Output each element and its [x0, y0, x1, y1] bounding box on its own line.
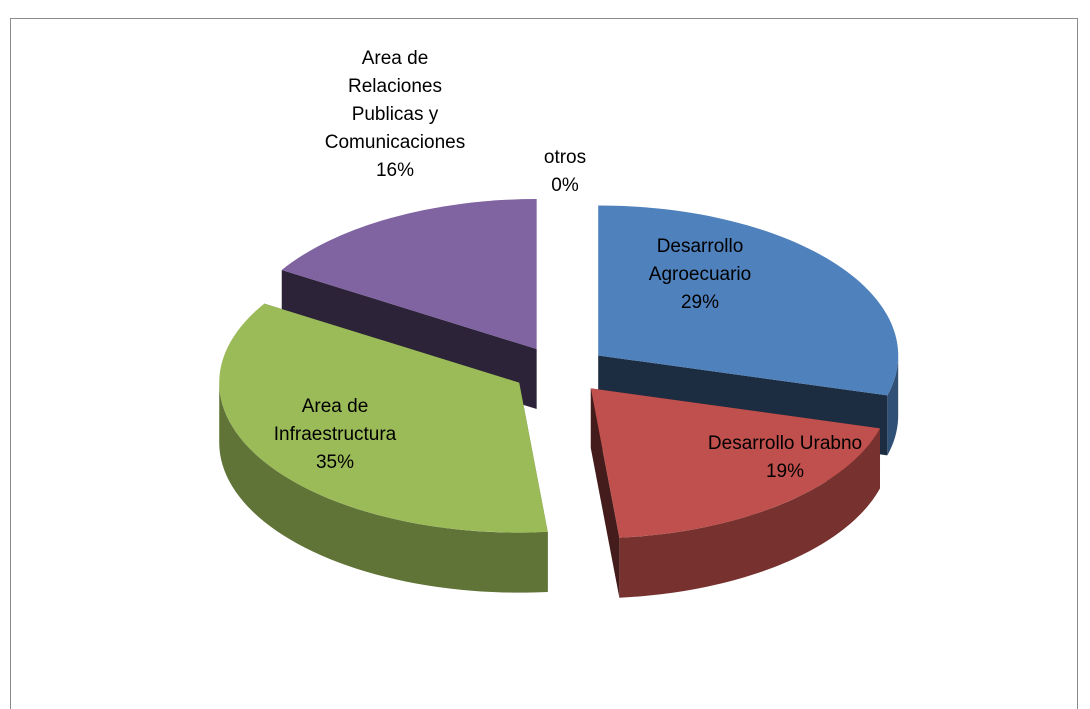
slice-side [219, 382, 548, 593]
slice-side [619, 428, 881, 598]
slice [219, 303, 548, 533]
data-label: otros 0% [525, 144, 605, 200]
category-label: Desarrollo Urabno [707, 433, 863, 454]
slice-tops [219, 199, 899, 538]
value-label: 0% [551, 175, 579, 196]
data-label: Area de Infraestructura 35% [250, 393, 420, 477]
slice-wall [590, 388, 620, 598]
value-label: 19% [765, 461, 805, 482]
chart-frame [10, 18, 1078, 709]
slice [590, 388, 881, 538]
value-label: 29% [680, 292, 720, 313]
data-label: Area de Relaciones Publicas y Comunicaci… [320, 45, 470, 185]
slice [598, 205, 899, 396]
data-label: Desarrollo Urabno 19% [680, 430, 890, 486]
data-label: Desarrollo Agroecuario 29% [625, 233, 775, 317]
category-label: Area de Relaciones Publicas y Comunicaci… [324, 48, 466, 153]
value-label: 35% [315, 452, 355, 473]
slice-side [887, 354, 899, 456]
category-label: Area de Infraestructura [273, 396, 397, 445]
slice [281, 199, 537, 350]
category-label: Desarrollo Agroecuario [648, 236, 752, 285]
category-label: otros [543, 147, 587, 168]
value-label: 16% [375, 160, 415, 181]
